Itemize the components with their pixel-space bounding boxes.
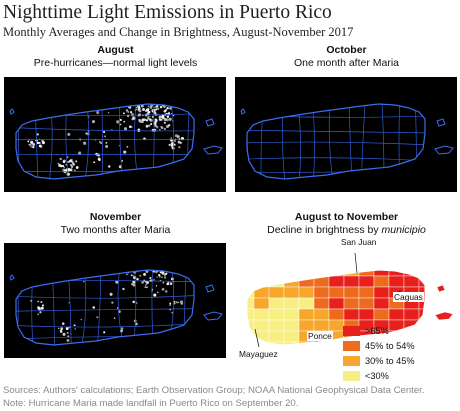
panel-october-header: October One month after Maria [234,44,459,70]
panel-change-header: August to November Decline in brightness… [234,211,459,237]
city-label-san-juan: San Juan [340,237,378,247]
panel-august-caption: Pre-hurricanes—normal light levels [33,57,198,69]
legend-swatch [343,370,360,381]
city-label-mayaguez: Mayaguez [238,349,279,359]
panel-october-caption: One month after Maria [293,57,400,69]
map-august [4,77,226,192]
panel-change-caption-prefix: Decline in brightness by [267,224,379,236]
legend-item: 45% to 54% [343,338,415,353]
legend-item: >65% [343,323,415,338]
chart-subtitle: Monthly Averages and Change in Brightnes… [3,25,354,39]
panel-november-header: November Two months after Maria [3,211,228,237]
map-november [4,243,226,358]
panel-change-heading: August to November [294,211,399,223]
map-october [235,77,457,192]
legend-swatch [343,355,360,366]
city-label-caguas: Caguas [393,292,424,302]
legend-swatch [343,325,360,336]
panel-november-caption: Two months after Maria [60,224,171,236]
map-november-svg [4,243,226,358]
panel-november-heading: November [89,211,142,223]
panel-october-heading: October [326,44,367,56]
legend-label: 45% to 54% [365,340,415,351]
map-decline [233,243,459,363]
legend: >65% 45% to 54% 30% to 45% <30% [343,323,415,383]
chart-title: Nighttime Light Emissions in Puerto Rico [3,2,332,23]
legend-swatch [343,340,360,351]
city-label-ponce: Ponce [307,331,333,341]
map-august-svg [4,77,226,192]
legend-label: <30% [365,370,389,381]
panel-change-caption: Decline in brightness by municipio [234,224,459,237]
map-october-svg [235,77,457,192]
legend-item: 30% to 45% [343,353,415,368]
footer-note: Note: Hurricane Maria made landfall in P… [3,398,299,409]
panel-august-heading: August [97,44,134,56]
panel-change-caption-em: municipio [381,224,426,236]
legend-label: >65% [365,325,389,336]
legend-label: 30% to 45% [365,355,415,366]
footer-sources: Sources: Authors' calculations; Earth Ob… [3,385,425,396]
map-decline-svg [246,252,454,348]
panel-august-header: August Pre-hurricanes—normal light level… [3,44,228,70]
legend-item: <30% [343,368,415,383]
